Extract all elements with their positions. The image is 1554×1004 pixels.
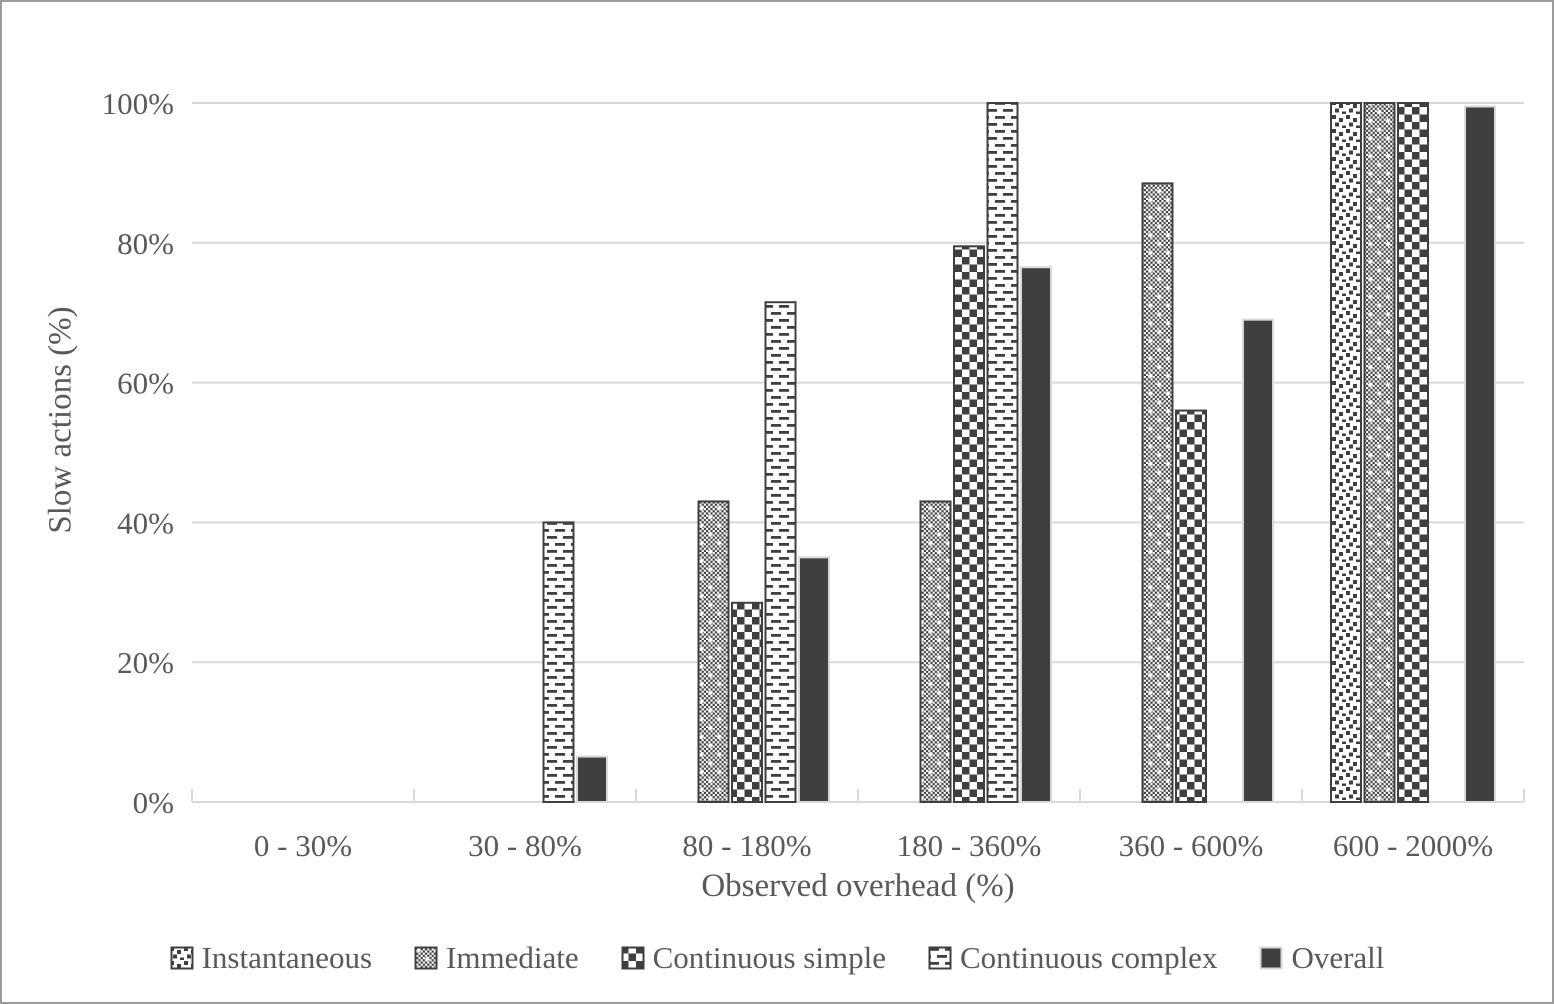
legend-swatch-continuous-complex	[928, 946, 952, 970]
bar-continuous-complex-1	[542, 521, 575, 804]
bar-immediate-2	[697, 500, 730, 803]
bar-continuous-simple-3	[953, 245, 985, 804]
bar-continuous-simple-5	[1397, 102, 1429, 803]
legend-item-instantaneous: Instantaneous	[170, 940, 372, 976]
legend-item-continuous-complex: Continuous complex	[928, 940, 1217, 976]
legend-label: Instantaneous	[201, 940, 373, 975]
legend: Instantaneous Immediate Continuous simple C…	[2, 930, 1552, 986]
bar-immediate-4	[1141, 182, 1174, 803]
bar-immediate-5	[1363, 102, 1396, 803]
legend-label: Continuous complex	[959, 940, 1218, 975]
x-tick-label: 30 - 80%	[468, 828, 582, 863]
legend-swatch-instantaneous	[170, 946, 194, 970]
bar-continuous-simple-2	[731, 601, 763, 803]
y-tick-label: 60%	[117, 366, 174, 401]
legend-swatch-continuous-simple	[621, 946, 645, 970]
legend-label: Immediate	[446, 940, 579, 975]
gridlines	[191, 102, 1525, 803]
x-tick-label: 0 - 30%	[254, 828, 352, 863]
x-tick-label: 80 - 180%	[682, 828, 811, 863]
legend-item-immediate: Immediate	[414, 940, 579, 976]
x-tick-label: 180 - 360%	[897, 828, 1042, 863]
bar-continuous-simple-4	[1175, 409, 1207, 803]
y-axis-title: Slow actions (%)	[42, 306, 79, 534]
bar-overall-4	[1242, 318, 1274, 803]
bar-continuous-complex-2	[764, 301, 797, 803]
bar-immediate-3	[919, 500, 952, 803]
bar-instantaneous-5	[1330, 102, 1362, 803]
axis-labels: 0% 20% 40% 60% 80% 100% 0 - 30% 30 - 80% 80 - 18…	[102, 86, 1493, 863]
legend-swatch-immediate	[414, 946, 438, 970]
bar-overall-1	[576, 755, 608, 804]
legend-label: Overall	[1291, 940, 1385, 975]
bars	[542, 102, 1496, 804]
bar-overall-3	[1020, 266, 1052, 803]
bar-overall-2	[798, 556, 830, 803]
legend-swatch-overall	[1259, 946, 1283, 970]
y-tick-label: 0%	[133, 785, 174, 820]
legend-item-overall: Overall	[1259, 940, 1384, 976]
legend-item-continuous-simple: Continuous simple	[621, 940, 886, 976]
x-tick-label: 600 - 2000%	[1333, 828, 1493, 863]
y-tick-label: 80%	[117, 226, 174, 261]
y-tick-label: 40%	[117, 505, 174, 540]
bar-continuous-complex-3	[986, 102, 1019, 803]
x-tick-label: 360 - 600%	[1119, 828, 1264, 863]
legend-label: Continuous simple	[652, 940, 886, 975]
x-axis-title: Observed overhead (%)	[701, 868, 1015, 904]
bar-overall-5	[1464, 105, 1496, 804]
y-tick-label: 100%	[102, 86, 174, 121]
y-tick-label: 20%	[117, 645, 174, 680]
